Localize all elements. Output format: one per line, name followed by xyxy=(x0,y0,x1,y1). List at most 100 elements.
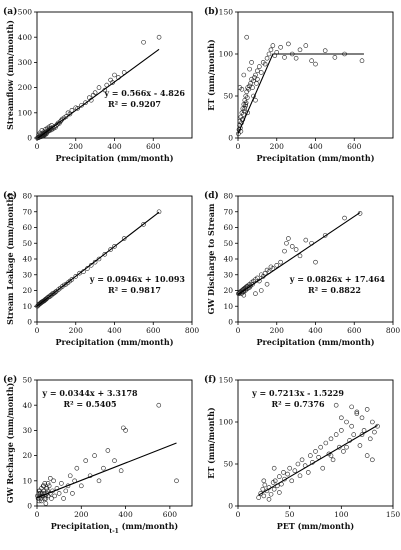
x-tick-label: 100 xyxy=(334,510,349,519)
data-point xyxy=(96,478,102,484)
y-tick-label: 60 xyxy=(223,223,233,232)
y-axis-label: Streamflow (mm/month) xyxy=(5,20,15,130)
data-point xyxy=(349,404,354,410)
data-point xyxy=(43,501,49,506)
x-tick-label: 600 xyxy=(146,326,161,335)
data-point xyxy=(341,449,346,454)
data-point xyxy=(63,488,69,494)
data-point xyxy=(174,478,179,484)
x-tick-label: 200 xyxy=(270,142,285,151)
data-point xyxy=(42,496,48,501)
data-point xyxy=(69,107,75,113)
y-tick-label: 150 xyxy=(219,8,234,17)
y-tick-label: 40 xyxy=(223,255,233,264)
data-point xyxy=(278,259,283,265)
data-point xyxy=(330,457,336,463)
fit-equation: y = 0.0946x + 10.093 xyxy=(89,274,186,284)
data-point xyxy=(266,496,272,502)
data-point xyxy=(255,76,260,82)
data-point xyxy=(271,486,277,492)
plot-frame xyxy=(36,195,193,323)
data-point xyxy=(370,457,375,463)
y-tick-label: 10 xyxy=(22,476,32,485)
data-point xyxy=(328,436,334,442)
fit-equation: y = 0.566x - 4.826 xyxy=(103,88,185,98)
data-point xyxy=(299,457,305,463)
y-tick-label: 0 xyxy=(228,318,233,327)
y-tick-label: 500 xyxy=(18,8,33,17)
data-point xyxy=(313,61,318,67)
data-point xyxy=(333,432,339,437)
y-tick-label: 100 xyxy=(219,418,234,427)
y-axis-label: GW Discharge to Stream xyxy=(206,203,216,314)
data-point xyxy=(372,429,377,435)
data-point xyxy=(344,444,349,450)
fit-equation: y = 0.0344x + 3.3178 xyxy=(41,388,138,398)
x-tick-label: 400 xyxy=(107,326,122,335)
y-tick-label: 100 xyxy=(219,50,234,59)
data-point xyxy=(253,97,258,103)
data-point xyxy=(297,253,303,259)
data-point xyxy=(282,55,287,60)
data-point xyxy=(359,58,365,64)
x-tick-label: 400 xyxy=(107,142,122,151)
x-tick-label: 200 xyxy=(69,142,84,151)
data-point xyxy=(367,436,373,442)
data-point xyxy=(251,78,256,84)
y-tick-label: 50 xyxy=(223,460,233,469)
y-axis-label: Stream Leakage (mm/month) xyxy=(5,193,15,325)
y-tick-label: 10 xyxy=(223,302,233,311)
data-point xyxy=(83,100,88,106)
data-point xyxy=(322,48,328,53)
data-point xyxy=(36,491,42,496)
data-point xyxy=(354,409,360,415)
y-tick-label: 40 xyxy=(22,401,32,410)
x-axis-label: Precipitation (mm/month) xyxy=(56,153,174,163)
data-point xyxy=(253,72,258,78)
y-tick-label: 70 xyxy=(223,207,233,216)
x-tick-label: 400 xyxy=(308,326,323,335)
data-point xyxy=(361,428,367,433)
data-point xyxy=(53,289,58,295)
data-point xyxy=(36,488,42,494)
y-tick-label: 150 xyxy=(219,376,234,385)
data-point xyxy=(112,244,117,249)
data-point xyxy=(250,281,255,287)
data-point xyxy=(286,236,291,241)
data-point xyxy=(240,106,246,111)
plot-frame xyxy=(237,11,394,139)
x-tick-label: 600 xyxy=(347,326,362,335)
y-tick-label: 40 xyxy=(22,255,32,264)
data-point xyxy=(293,247,299,252)
y-tick-label: 30 xyxy=(223,270,233,279)
data-point xyxy=(285,471,290,477)
y-tick-label: 0 xyxy=(27,134,32,143)
y-tick-label: 20 xyxy=(22,286,32,295)
y-tick-label: 10 xyxy=(22,302,32,311)
y-tick-label: 0 xyxy=(228,134,233,143)
data-point xyxy=(289,478,295,484)
y-tick-label: 400 xyxy=(18,33,33,42)
data-point xyxy=(364,453,370,458)
y-tick-label: 300 xyxy=(18,58,33,67)
data-point xyxy=(262,61,268,67)
data-point xyxy=(239,86,245,92)
data-point xyxy=(250,85,255,90)
data-point xyxy=(248,81,253,86)
data-point xyxy=(359,415,365,421)
fit-line xyxy=(37,48,160,139)
x-tick-label: 150 xyxy=(386,510,401,519)
data-point xyxy=(67,473,73,479)
data-point xyxy=(297,473,303,479)
data-point xyxy=(96,85,102,90)
data-point xyxy=(77,270,82,276)
x-tick-label: 600 xyxy=(146,142,161,151)
data-point xyxy=(56,491,62,496)
data-point xyxy=(46,483,52,489)
data-point xyxy=(278,44,283,50)
data-point xyxy=(313,449,318,454)
data-point xyxy=(272,478,278,484)
data-point xyxy=(141,222,146,227)
panel-label: (c) xyxy=(3,190,17,201)
